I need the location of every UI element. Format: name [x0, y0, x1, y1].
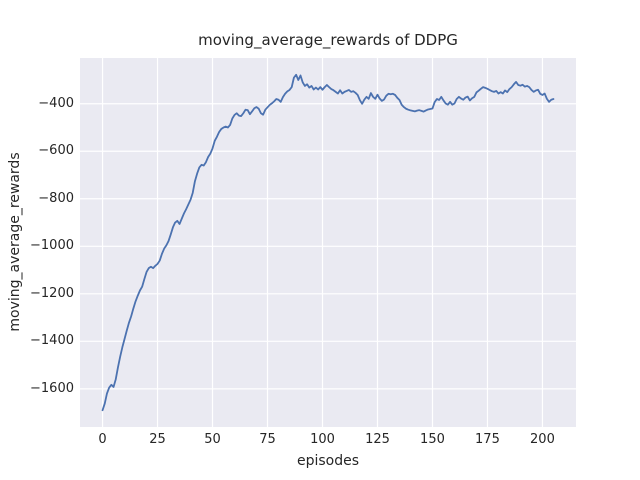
x-tick-label: 0: [98, 432, 107, 447]
x-tick-label: 75: [259, 432, 276, 447]
plot-background: [80, 58, 576, 427]
y-tick-label: −1600: [30, 380, 74, 396]
y-tick-label: −400: [38, 95, 74, 111]
x-tick-label: 100: [310, 432, 335, 447]
chart-title: moving_average_rewards of DDPG: [198, 31, 458, 49]
x-tick-label: 50: [204, 432, 221, 447]
y-tick-label: −1000: [30, 238, 74, 254]
y-tick-label: −1200: [30, 285, 74, 301]
x-tick-label: 175: [475, 432, 500, 447]
y-tick-label: −600: [38, 143, 74, 159]
x-tick-label: 125: [365, 432, 390, 447]
x-tick-label: 150: [420, 432, 445, 447]
x-tick-label: 25: [149, 432, 166, 447]
y-tick-label: −800: [38, 190, 74, 206]
reward-series-line: [101, 73, 555, 412]
x-axis-label: episodes: [296, 453, 360, 469]
y-tick-label: −1400: [30, 333, 74, 349]
x-tick-label: 200: [530, 432, 555, 447]
